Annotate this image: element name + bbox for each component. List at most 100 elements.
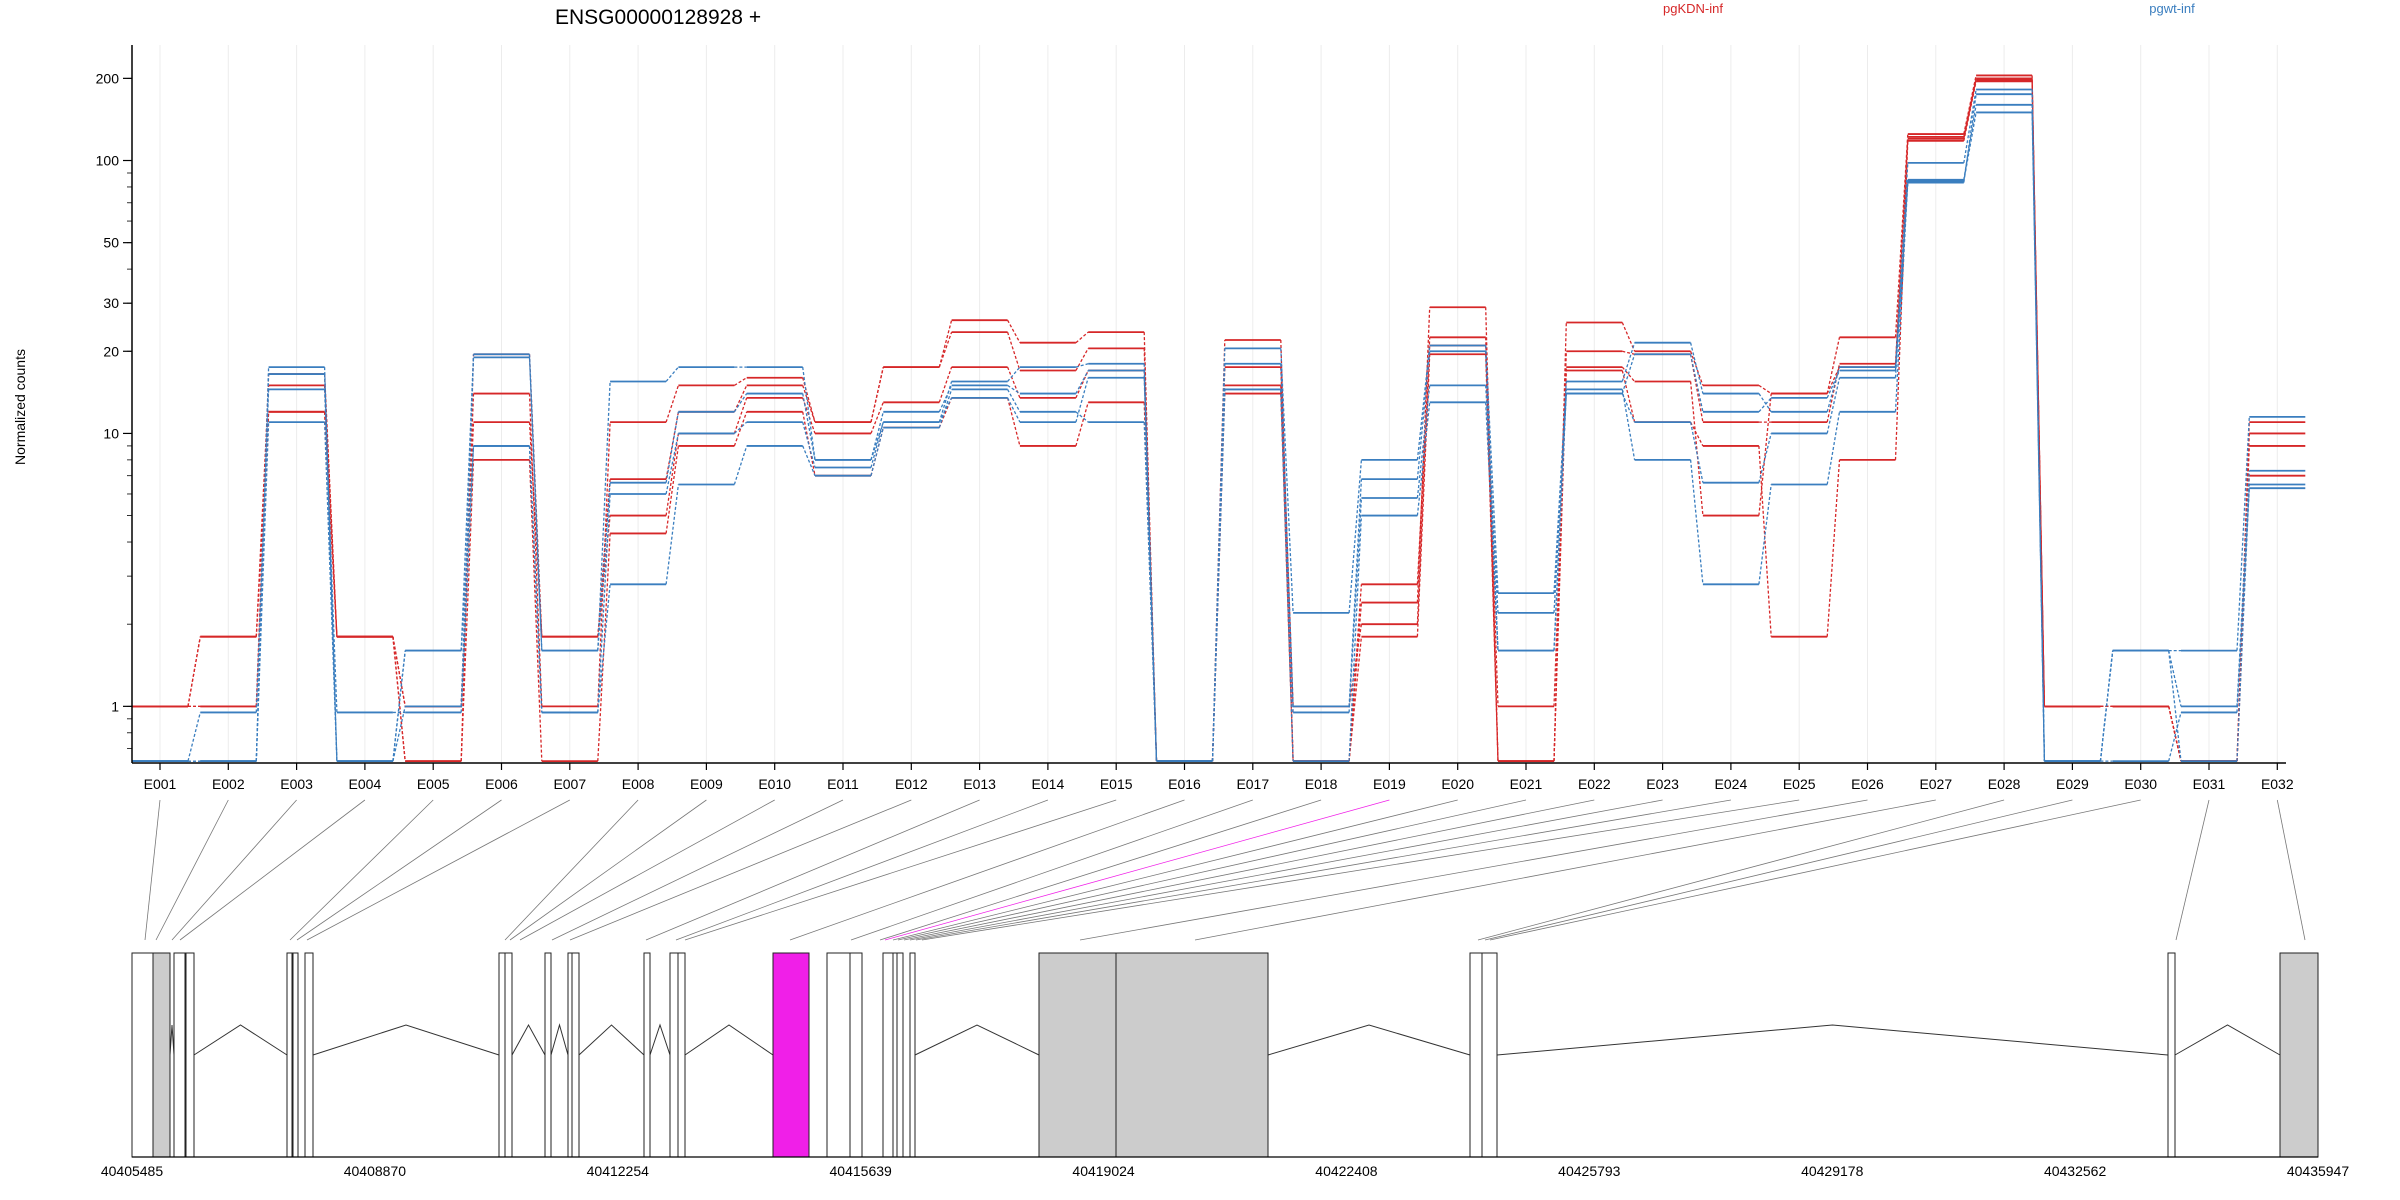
chart-title: ENSG00000128928 + bbox=[555, 6, 761, 29]
x-tick-label-e018: E018 bbox=[1305, 776, 1338, 792]
x-tick-label-e017: E017 bbox=[1236, 776, 1269, 792]
series-connector-line bbox=[188, 94, 2250, 762]
connector-e005 bbox=[289, 799, 434, 941]
intron-11 bbox=[550, 1023, 569, 1056]
connector-e001 bbox=[144, 799, 161, 941]
intron-1 bbox=[312, 1024, 500, 1056]
connector-e022 bbox=[903, 799, 1595, 941]
connector-e030 bbox=[1489, 799, 2141, 941]
x-tick-label-e030: E030 bbox=[2124, 776, 2157, 792]
connector-e004 bbox=[179, 799, 366, 941]
coordinate-label-40425793: 40425793 bbox=[1558, 1163, 1621, 1179]
legend-label-pgkdn: pgKDN-inf bbox=[1663, 1, 1723, 16]
coordinate-label-40422408: 40422408 bbox=[1315, 1163, 1378, 1179]
connector-e012 bbox=[569, 799, 912, 941]
x-tick-label-e001: E001 bbox=[144, 776, 177, 792]
y-tick-label-10: 10 bbox=[103, 425, 119, 441]
exon-block-2 bbox=[173, 952, 186, 1158]
legend-label-pgwt: pgwt-inf bbox=[2149, 1, 2195, 16]
x-tick-label-e023: E023 bbox=[1646, 776, 1679, 792]
exon-block-22 bbox=[1115, 952, 1269, 1158]
x-tick-label-e013: E013 bbox=[963, 776, 996, 792]
gene-model bbox=[131, 952, 2319, 1158]
exon-connectors bbox=[144, 799, 2306, 941]
x-tick-label-e024: E024 bbox=[1715, 776, 1748, 792]
exon-block-24 bbox=[1481, 952, 1498, 1158]
connector-e008 bbox=[504, 799, 639, 941]
exon-block-26 bbox=[2279, 952, 2319, 1158]
exon-block-3 bbox=[185, 952, 195, 1158]
intron-9 bbox=[169, 1024, 175, 1056]
exon-block-16 bbox=[849, 952, 863, 1158]
connector-e021 bbox=[897, 799, 1527, 941]
coordinate-label-40415639: 40415639 bbox=[830, 1163, 893, 1179]
exon-block-highlighted bbox=[772, 952, 810, 1158]
connector-e011 bbox=[551, 799, 844, 941]
series-connector-line bbox=[188, 112, 2250, 762]
y-tick-label-30: 30 bbox=[103, 295, 119, 311]
x-tick-label-e012: E012 bbox=[895, 776, 928, 792]
intron-7 bbox=[1496, 1024, 2169, 1056]
series-pgkdn-inf-3 bbox=[132, 80, 2306, 763]
exon-block-4 bbox=[286, 952, 293, 1158]
series-pgkdn-inf-2 bbox=[132, 77, 2306, 763]
exon-block-7 bbox=[498, 952, 506, 1158]
y-tick-label-20: 20 bbox=[103, 343, 119, 359]
exon-block-11 bbox=[571, 952, 580, 1158]
connector-e026 bbox=[1079, 799, 1868, 941]
connector-e013 bbox=[645, 799, 980, 941]
connector-e016 bbox=[789, 799, 1185, 941]
y-tick-label-100: 100 bbox=[96, 153, 120, 169]
x-tick-label-e010: E010 bbox=[758, 776, 791, 792]
series-connector-line bbox=[187, 75, 2250, 762]
x-tick-label-e014: E014 bbox=[1032, 776, 1065, 792]
y-axis-ticks: 1 10 20 30 50 100 200 bbox=[96, 70, 132, 750]
connector-e003 bbox=[171, 799, 297, 941]
exon-block-0 bbox=[131, 952, 154, 1158]
exon-block-6 bbox=[304, 952, 314, 1158]
series-pgwt-inf-4 bbox=[132, 88, 2306, 763]
x-tick-label-e005: E005 bbox=[417, 776, 450, 792]
connector-e009 bbox=[509, 799, 707, 941]
exon-block-10 bbox=[567, 952, 573, 1158]
intron-0 bbox=[193, 1024, 288, 1056]
x-tick-label-e027: E027 bbox=[1919, 776, 1952, 792]
intron-6 bbox=[1267, 1024, 1471, 1056]
intron-4 bbox=[684, 1024, 774, 1056]
x-tick-label-e015: E015 bbox=[1100, 776, 1133, 792]
connector-e029 bbox=[1484, 799, 2073, 941]
x-tick-label-e007: E007 bbox=[553, 776, 586, 792]
series-pgwt-inf-6 bbox=[132, 103, 2306, 763]
x-tick-label-e026: E026 bbox=[1851, 776, 1884, 792]
y-axis-label: Normalized counts bbox=[12, 349, 28, 465]
connector-e023 bbox=[909, 799, 1663, 941]
connector-e002 bbox=[155, 799, 229, 941]
coordinate-label-40435947: 40435947 bbox=[2287, 1163, 2350, 1179]
exon-block-15 bbox=[826, 952, 851, 1158]
exon-block-25 bbox=[2167, 952, 2176, 1158]
x-tick-label-e011: E011 bbox=[827, 776, 859, 792]
x-tick-label-e019: E019 bbox=[1373, 776, 1406, 792]
series-pgkdn-inf-1 bbox=[132, 78, 2306, 763]
intron-3 bbox=[578, 1024, 645, 1056]
intron-12 bbox=[649, 1023, 671, 1056]
y-tick-label-50: 50 bbox=[103, 235, 119, 251]
connector-e025 bbox=[921, 799, 1800, 941]
x-tick-label-e006: E006 bbox=[485, 776, 518, 792]
coordinate-label-40419024: 40419024 bbox=[1072, 1163, 1135, 1179]
exon-block-20 bbox=[909, 952, 916, 1158]
coordinate-label-40408870: 40408870 bbox=[344, 1163, 407, 1179]
y-tick-label-200: 200 bbox=[96, 70, 120, 86]
vertical-grid bbox=[159, 45, 2278, 763]
x-tick-label-e025: E025 bbox=[1783, 776, 1816, 792]
x-tick-label-e020: E020 bbox=[1441, 776, 1474, 792]
connector-e020 bbox=[892, 799, 1458, 941]
exon-block-13 bbox=[669, 952, 679, 1158]
exon-block-8 bbox=[504, 952, 513, 1158]
x-tick-label-e028: E028 bbox=[1988, 776, 2021, 792]
connector-e018 bbox=[879, 799, 1322, 941]
x-tick-label-e021: E021 bbox=[1510, 776, 1543, 792]
intron-8 bbox=[2174, 1024, 2281, 1056]
connector-e007 bbox=[306, 799, 570, 941]
exon-block-23 bbox=[1469, 952, 1483, 1158]
